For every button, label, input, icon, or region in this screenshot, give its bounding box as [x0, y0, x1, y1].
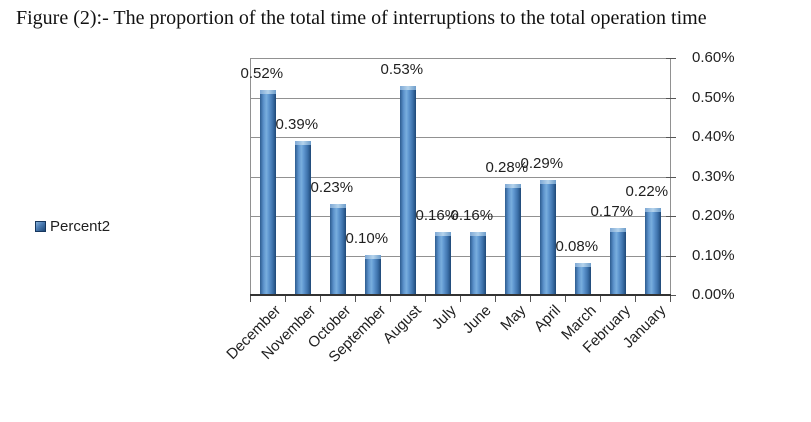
y-axis-tick — [666, 255, 676, 257]
bar-september — [364, 255, 381, 295]
y-axis-tick-label: 0.30% — [692, 167, 735, 185]
y-gridline — [250, 137, 670, 138]
x-axis-tick — [460, 296, 461, 302]
y-gridline — [250, 97, 670, 99]
x-axis-tick — [600, 296, 601, 302]
bar-july — [434, 232, 451, 295]
bar-june — [469, 232, 486, 295]
x-axis-tick — [565, 296, 566, 302]
x-axis-tick — [635, 296, 636, 302]
x-axis-line — [250, 294, 671, 296]
y-axis-tick-label: 0.20% — [692, 207, 735, 224]
figure-title: Figure (2):- The proportion of the total… — [16, 7, 707, 29]
x-axis-tick — [355, 296, 356, 302]
data-label-october: 0.23% — [310, 179, 354, 196]
x-axis-tick — [390, 296, 391, 302]
y-axis-tick-label: 0.50% — [692, 88, 735, 106]
y-axis-tick — [666, 58, 676, 59]
bar-top-highlight — [504, 184, 521, 188]
plot-border-left — [250, 58, 251, 295]
x-axis-label-may: May — [497, 302, 530, 335]
x-axis-tick — [285, 296, 286, 302]
legend-series-label: Percent2 — [50, 217, 111, 235]
legend: Percent2 — [35, 217, 111, 235]
data-label-january: 0.22% — [625, 183, 669, 200]
data-label-june: 0.16% — [450, 207, 494, 224]
bar-top-highlight — [469, 232, 486, 236]
data-label-july: 0.16% — [415, 207, 459, 224]
y-axis-tick — [666, 216, 676, 217]
bar-top-highlight — [399, 86, 416, 90]
bar-top-highlight — [609, 228, 626, 232]
y-axis-tick — [666, 295, 676, 296]
x-axis-tick — [495, 296, 496, 302]
bar-may — [504, 184, 521, 295]
y-axis-tick-label: 0.10% — [692, 246, 735, 264]
data-label-september: 0.10% — [345, 230, 389, 247]
bar-top-highlight — [364, 255, 381, 259]
y-axis-tick-label: 0.00% — [692, 286, 735, 303]
bar-march — [574, 263, 591, 295]
data-label-december: 0.52% — [240, 65, 284, 82]
bar-top-highlight — [294, 141, 311, 145]
bar-october — [329, 204, 346, 295]
y-gridline — [250, 58, 670, 59]
y-gridline — [250, 216, 670, 217]
x-axis-tick — [670, 296, 671, 302]
x-axis-label-june: June — [459, 302, 495, 338]
x-axis-tick — [530, 296, 531, 302]
bar-august — [399, 86, 416, 295]
y-axis-tick-label: 0.60% — [692, 49, 735, 66]
bar-top-highlight — [644, 208, 661, 212]
y-axis-tick — [666, 176, 676, 178]
bar-top-highlight — [539, 180, 556, 184]
y-axis-tick-label: 0.40% — [692, 128, 735, 145]
bar-april — [539, 180, 556, 295]
y-axis-tick — [666, 97, 676, 99]
bar-december — [259, 90, 276, 295]
bar-january — [644, 208, 661, 295]
bar-top-highlight — [574, 263, 591, 267]
y-gridline — [250, 176, 670, 178]
data-label-march: 0.08% — [555, 238, 599, 255]
data-label-april: 0.29% — [520, 155, 564, 172]
x-axis-tick — [320, 296, 321, 302]
data-label-february: 0.17% — [590, 203, 634, 220]
data-label-august: 0.53% — [380, 61, 424, 78]
y-gridline — [250, 255, 670, 257]
bar-top-highlight — [259, 90, 276, 94]
bar-november — [294, 141, 311, 295]
y-axis-tick — [666, 137, 676, 138]
x-axis-label-july: July — [428, 302, 460, 333]
x-axis-tick — [425, 296, 426, 302]
data-label-november: 0.39% — [275, 116, 319, 133]
x-axis-label-august: August — [379, 302, 425, 348]
legend-series-marker-icon — [35, 220, 46, 232]
bar-top-highlight — [329, 204, 346, 208]
bar-february — [609, 228, 626, 295]
bar-top-highlight — [434, 232, 451, 236]
x-axis-tick — [250, 296, 251, 302]
data-label-may: 0.28% — [485, 159, 529, 176]
